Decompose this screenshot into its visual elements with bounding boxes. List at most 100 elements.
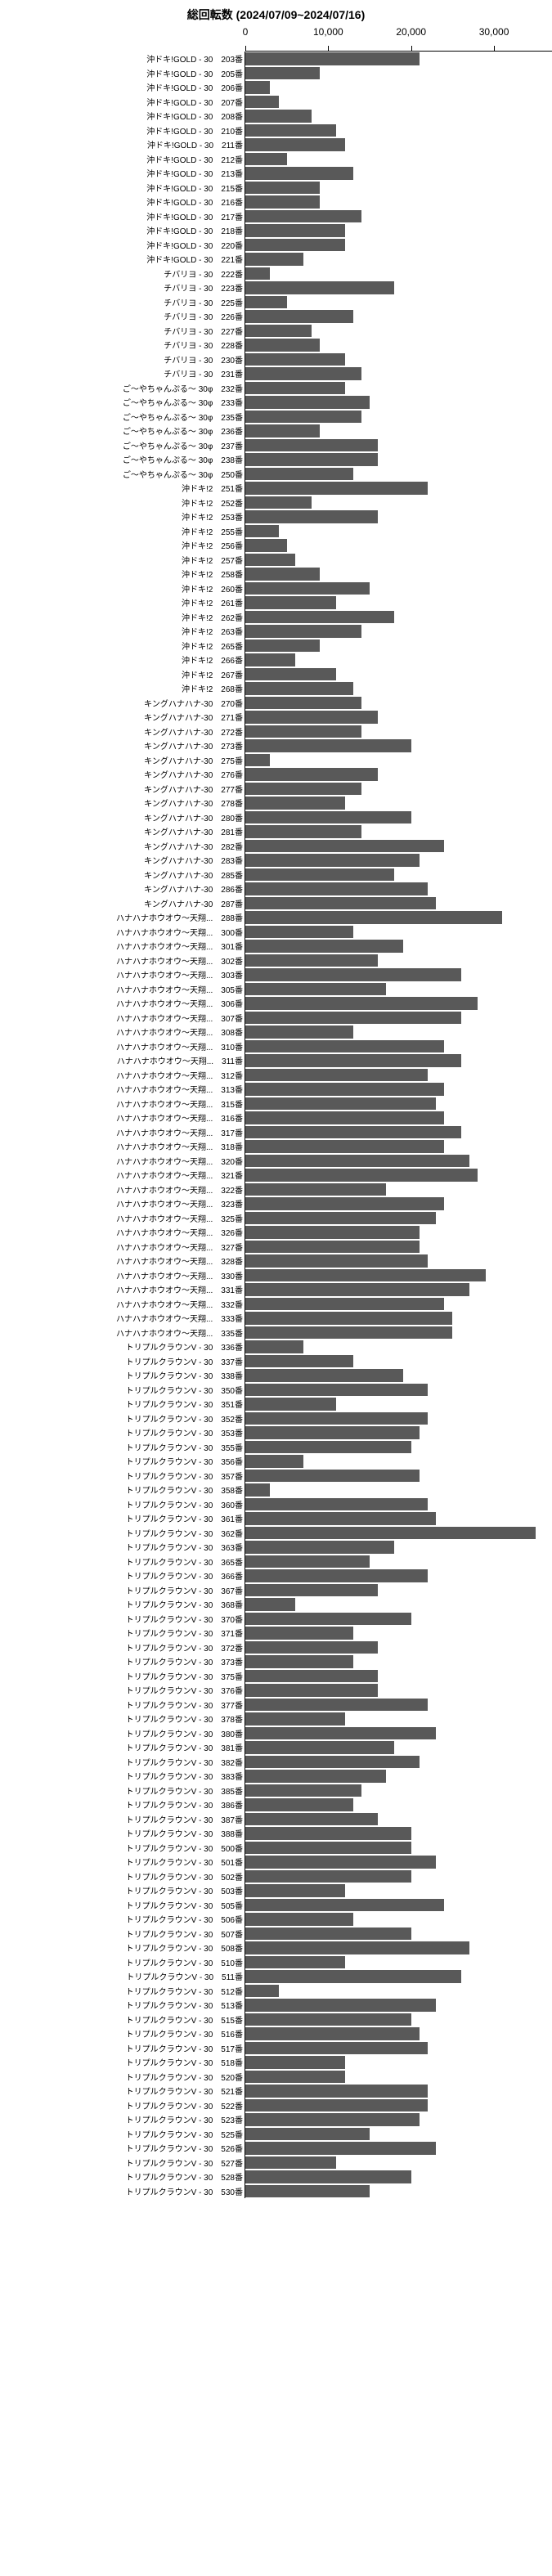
bar-cell bbox=[245, 1383, 552, 1398]
table-row: トリプルクラウンV - 30 516番 bbox=[0, 2026, 552, 2041]
table-row: トリプルクラウンV - 30 520番 bbox=[0, 2070, 552, 2085]
table-row: 沖ドキ!GOLD - 30 212番 bbox=[0, 152, 552, 167]
bar bbox=[245, 882, 428, 895]
table-row: ハナハナホウオウ～天翔... 316番 bbox=[0, 1111, 552, 1125]
bar-cell bbox=[245, 1311, 552, 1326]
bar bbox=[245, 825, 361, 838]
table-row: トリプルクラウンV - 30 513番 bbox=[0, 1998, 552, 2013]
table-row: トリプルクラウンV - 30 337番 bbox=[0, 1354, 552, 1369]
row-label: キングハナハナ-30 273番 bbox=[0, 739, 245, 752]
row-label: 沖ドキ!GOLD - 30 216番 bbox=[0, 195, 245, 208]
table-row: キングハナハナ-30 287番 bbox=[0, 896, 552, 911]
bar bbox=[245, 1699, 428, 1712]
row-label: トリプルクラウンV - 30 522番 bbox=[0, 2099, 245, 2112]
table-row: ハナハナホウオウ～天翔... 303番 bbox=[0, 967, 552, 982]
row-label: トリプルクラウンV - 30 337番 bbox=[0, 1355, 245, 1367]
table-row: トリプルクラウンV - 30 523番 bbox=[0, 2112, 552, 2127]
bar-cell bbox=[245, 1855, 552, 1869]
row-label: キングハナハナ-30 281番 bbox=[0, 825, 245, 837]
bar-cell bbox=[245, 1640, 552, 1655]
bar-cell bbox=[245, 1969, 552, 1984]
row-label: トリプルクラウンV - 30 350番 bbox=[0, 1384, 245, 1396]
table-row: ハナハナホウオウ～天翔... 312番 bbox=[0, 1068, 552, 1083]
row-label: ハナハナホウオウ～天翔... 288番 bbox=[0, 911, 245, 923]
bar-cell bbox=[245, 1869, 552, 1884]
row-label: チバリヨ - 30 225番 bbox=[0, 296, 245, 308]
table-row: ハナハナホウオウ～天翔... 311番 bbox=[0, 1053, 552, 1068]
row-label: トリプルクラウンV - 30 525番 bbox=[0, 2128, 245, 2140]
table-row: 沖ドキ!GOLD - 30 213番 bbox=[0, 166, 552, 181]
row-label: ハナハナホウオウ～天翔... 322番 bbox=[0, 1183, 245, 1196]
row-label: トリプルクラウンV - 30 363番 bbox=[0, 1541, 245, 1553]
row-label: 沖ドキ!2 260番 bbox=[0, 582, 245, 595]
table-row: キングハナハナ-30 277番 bbox=[0, 782, 552, 797]
bar-cell bbox=[245, 223, 552, 238]
row-label: 沖ドキ!GOLD - 30 207番 bbox=[0, 96, 245, 108]
table-row: キングハナハナ-30 280番 bbox=[0, 810, 552, 825]
bar-cell bbox=[245, 2156, 552, 2170]
bar-cell bbox=[245, 2184, 552, 2199]
table-row: トリプルクラウンV - 30 522番 bbox=[0, 2098, 552, 2113]
bar bbox=[245, 997, 478, 1010]
table-row: トリプルクラウンV - 30 526番 bbox=[0, 2141, 552, 2156]
table-row: 沖ドキ!2 261番 bbox=[0, 595, 552, 610]
row-label: ご～やちゃんぷる～ 30φ 235番 bbox=[0, 411, 245, 423]
bar bbox=[245, 2128, 370, 2141]
bar-cell bbox=[245, 1812, 552, 1827]
bar bbox=[245, 2113, 420, 2126]
table-row: 沖ドキ!2 253番 bbox=[0, 509, 552, 524]
row-label: キングハナハナ-30 280番 bbox=[0, 811, 245, 824]
bar bbox=[245, 2027, 420, 2040]
row-label: トリプルクラウンV - 30 516番 bbox=[0, 2027, 245, 2040]
row-label: キングハナハナ-30 285番 bbox=[0, 868, 245, 881]
bar bbox=[245, 1727, 436, 1740]
table-row: トリプルクラウンV - 30 388番 bbox=[0, 1826, 552, 1841]
bar-cell bbox=[245, 1411, 552, 1426]
row-label: トリプルクラウンV - 30 505番 bbox=[0, 1899, 245, 1911]
row-label: トリプルクラウンV - 30 523番 bbox=[0, 2113, 245, 2125]
row-label: ハナハナホウオウ～天翔... 315番 bbox=[0, 1097, 245, 1110]
row-label: ハナハナホウオウ～天翔... 308番 bbox=[0, 1025, 245, 1038]
bar bbox=[245, 1741, 394, 1754]
bar-cell bbox=[245, 1053, 552, 1068]
table-row: キングハナハナ-30 282番 bbox=[0, 839, 552, 854]
row-label: ハナハナホウオウ～天翔... 306番 bbox=[0, 997, 245, 1009]
row-label: ご～やちゃんぷる～ 30φ 250番 bbox=[0, 468, 245, 480]
bar-cell bbox=[245, 710, 552, 725]
bar bbox=[245, 210, 361, 223]
row-label: トリプルクラウンV - 30 372番 bbox=[0, 1641, 245, 1654]
row-label: トリプルクラウンV - 30 386番 bbox=[0, 1798, 245, 1811]
bar bbox=[245, 453, 378, 466]
table-row: 沖ドキ!2 256番 bbox=[0, 538, 552, 553]
row-label: キングハナハナ-30 283番 bbox=[0, 854, 245, 866]
bar-cell bbox=[245, 2098, 552, 2113]
bar bbox=[245, 138, 345, 151]
bar-cell bbox=[245, 1654, 552, 1669]
bar-cell bbox=[245, 137, 552, 152]
bar-cell bbox=[245, 1111, 552, 1125]
table-row: 沖ドキ!GOLD - 30 210番 bbox=[0, 123, 552, 138]
table-row: トリプルクラウンV - 30 373番 bbox=[0, 1654, 552, 1669]
table-row: ハナハナホウオウ～天翔... 305番 bbox=[0, 982, 552, 997]
bar bbox=[245, 1884, 345, 1897]
bar-cell bbox=[245, 796, 552, 810]
bar bbox=[245, 153, 287, 166]
bar-cell bbox=[245, 1168, 552, 1183]
row-label: トリプルクラウンV - 30 353番 bbox=[0, 1426, 245, 1438]
bar-cell bbox=[245, 2141, 552, 2156]
bar bbox=[245, 1126, 461, 1139]
row-label: ご～やちゃんぷる～ 30φ 238番 bbox=[0, 453, 245, 465]
row-label: トリプルクラウンV - 30 503番 bbox=[0, 1884, 245, 1896]
bar-cell bbox=[245, 1425, 552, 1440]
table-row: ハナハナホウオウ～天翔... 333番 bbox=[0, 1311, 552, 1326]
bar-chart: 総回転数 (2024/07/09~2024/07/16) 010,00020,0… bbox=[0, 0, 552, 2198]
bar-cell bbox=[245, 95, 552, 110]
table-row: ハナハナホウオウ～天翔... 288番 bbox=[0, 910, 552, 925]
bar bbox=[245, 224, 345, 237]
bar bbox=[245, 396, 370, 409]
row-label: ハナハナホウオウ～天翔... 335番 bbox=[0, 1326, 245, 1339]
table-row: 沖ドキ!GOLD - 30 221番 bbox=[0, 252, 552, 267]
row-label: 沖ドキ!GOLD - 30 221番 bbox=[0, 253, 245, 265]
bar-cell bbox=[245, 181, 552, 195]
row-label: 沖ドキ!2 265番 bbox=[0, 640, 245, 652]
